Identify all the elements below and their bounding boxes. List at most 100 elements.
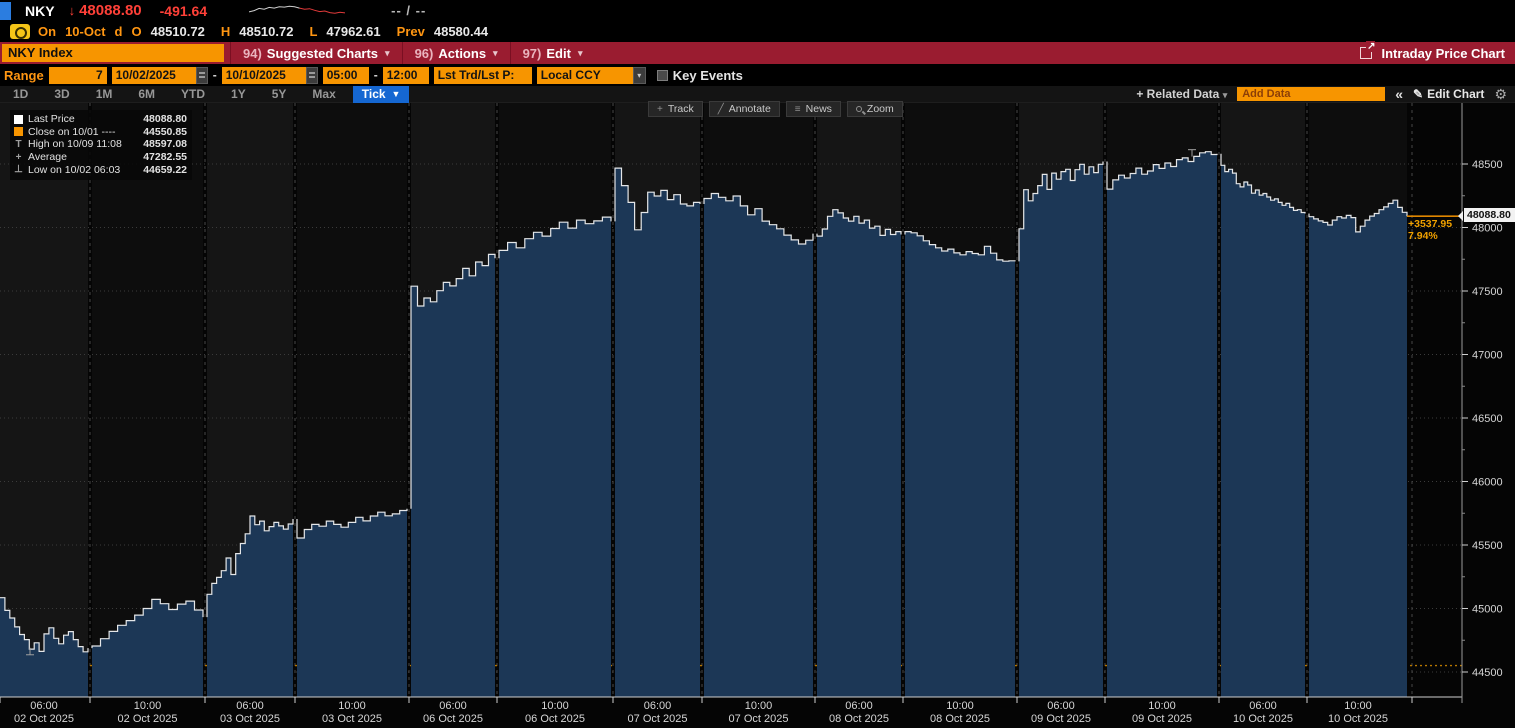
legend-low[interactable]: ⊥ Low on 10/02 06:03 44659.22 [14,163,187,176]
related-data-button[interactable]: + Related Data ▾ [1136,87,1228,101]
price-line [498,216,612,259]
session-area [1107,151,1217,697]
chevron-down-icon: ▾ [385,47,390,58]
currency-select[interactable]: Local CCY [536,66,633,84]
calendar-icon[interactable] [195,66,208,84]
last-price: 48088.80 [79,2,142,19]
range-label: Range [4,67,44,83]
x-axis-label: 10:00 09 Oct 2025 [1132,700,1192,725]
time-to-input[interactable]: 12:00 [382,66,429,84]
chevron-down-icon: ▾ [577,47,583,58]
y-tick-label: 46500 [1472,413,1503,425]
price-area-chart[interactable]: 44500 45000 45500 46000 46500 47000 47500 48000… [0,103,1515,707]
price-line [1308,199,1408,233]
tab-1y[interactable]: 1Y [231,87,246,101]
add-data-input[interactable]: Add Data [1237,87,1386,101]
price-line [410,253,496,509]
period-toolbar: 1D 3D 1M 6M YTD 1Y 5Y Max Tick ▼ + Related Data… [0,85,1515,103]
quote-header: NKY ↓ 48088.80 -491.64 -- / -- [0,0,1515,21]
legend-prev-close[interactable]: Close on 10/01 ---- 44550.85 [14,126,187,139]
change-annotation: +3537.95 7.94% [1408,218,1452,242]
price-line [1018,161,1104,262]
window-corner-chip[interactable] [0,1,11,20]
price-line [91,598,204,649]
key-events-checkbox[interactable] [656,69,668,81]
legend-high[interactable]: T High on 10/09 11:08 48597.08 [15,138,187,151]
range-dash: - [212,68,217,82]
price-line [1220,153,1306,214]
range-count-input[interactable]: 7 [48,66,107,84]
price-down-arrow-icon: ↓ [68,3,76,18]
y-tick-label: 48000 [1472,223,1503,235]
pencil-icon: ╱ [717,103,724,115]
price-line [0,597,89,653]
x-axis-label: 10:00 02 Oct 2025 [117,700,178,725]
tab-3d[interactable]: 3D [54,87,70,101]
gear-icon[interactable]: ⚙ [1494,85,1507,102]
x-axis-label: 06:00 03 Oct 2025 [220,700,280,725]
zoom-button[interactable]: Zoom [846,101,903,117]
high-label: H [220,24,231,39]
edit-chart-button[interactable]: ✎ Edit Chart [1413,87,1485,101]
x-axis-label: 06:00 06 Oct 2025 [423,700,483,725]
tab-1m[interactable]: 1M [95,87,113,101]
pop-out-icon[interactable] [1360,41,1376,59]
price-line [904,231,1016,262]
security-input[interactable]: NKY Index [2,44,224,62]
time-from-input[interactable]: 05:00 [322,66,369,84]
alert-icon[interactable] [10,24,30,39]
x-axis-labels: 06:00 02 Oct 2025 10:00 02 Oct 2025 06:00 03 … [0,700,1462,728]
legend-average[interactable]: + Average 47282.55 [15,151,187,164]
date-from-input[interactable]: 10/02/2025 [111,66,196,84]
x-axis-label: 06:00 09 Oct 2025 [1031,700,1091,725]
news-button[interactable]: ≡ News [785,101,841,117]
chevron-down-icon: ▾ [1222,90,1228,100]
menu-suggested-charts[interactable]: 94) Suggested Charts ▾ [230,42,402,64]
key-events-label: Key Events [672,67,743,83]
price-type-select[interactable]: Lst Trd/Lst P: [433,66,532,84]
chart-legend: Last Price 48088.80 Close on 10/01 ---- … [10,110,192,180]
x-axis-label: 10:00 08 Oct 2025 [930,700,990,725]
legend-last-price[interactable]: Last Price 48088.80 [14,113,187,126]
header-sparkline [249,5,346,14]
x-axis-label: 06:00 07 Oct 2025 [627,700,688,725]
tab-5y[interactable]: 5Y [271,87,287,101]
function-title-bar: NKY Index 94) Suggested Charts ▾ 96) Act… [0,41,1515,64]
tab-6m[interactable]: 6M [138,87,156,101]
session-area [1309,200,1407,697]
collapse-button[interactable]: « [1395,86,1404,102]
annotate-button[interactable]: ╱ Annotate [708,101,780,117]
y-tick-label: 45000 [1472,604,1503,616]
tab-ytd[interactable]: YTD [181,87,206,101]
y-tick-label: 46000 [1472,477,1503,489]
menu-edit[interactable]: 97) Edit ▾ [509,42,595,64]
session-area [615,168,700,698]
chevron-down-icon[interactable]: ▾ [632,66,646,84]
session-area [411,254,495,697]
x-axis-label: 10:00 07 Oct 2025 [728,700,789,725]
on-label: On [38,24,57,39]
menu-actions[interactable]: 96) Actions ▾ [401,42,510,64]
y-tick-label: 48500 [1472,159,1503,171]
news-list-icon: ≡ [794,103,801,115]
low-marker-icon: ⊥ [14,164,23,176]
tab-max[interactable]: Max [312,87,336,101]
high-value: 48510.72 [239,24,294,39]
tab-1d[interactable]: 1D [13,87,29,101]
track-button[interactable]: + Track [648,101,703,117]
quote-date: 10-Oct [65,24,106,39]
session-area [704,193,813,697]
high-marker-icon: T [15,138,22,150]
pencil-icon: ✎ [1413,87,1424,101]
chevron-down-icon: ▾ [493,47,498,58]
y-tick-label: 47000 [1472,350,1503,362]
chart-tool-strip: + Track ╱ Annotate ≡ News Zoom [648,101,903,117]
tab-tick-active[interactable]: Tick ▼ [352,85,410,103]
price-line [614,167,701,231]
session-area [92,599,203,697]
date-to-input[interactable]: 10/10/2025 [221,66,306,84]
calendar-icon[interactable] [305,66,318,84]
session-area [297,508,407,697]
y-tick-label: 45500 [1472,540,1503,552]
